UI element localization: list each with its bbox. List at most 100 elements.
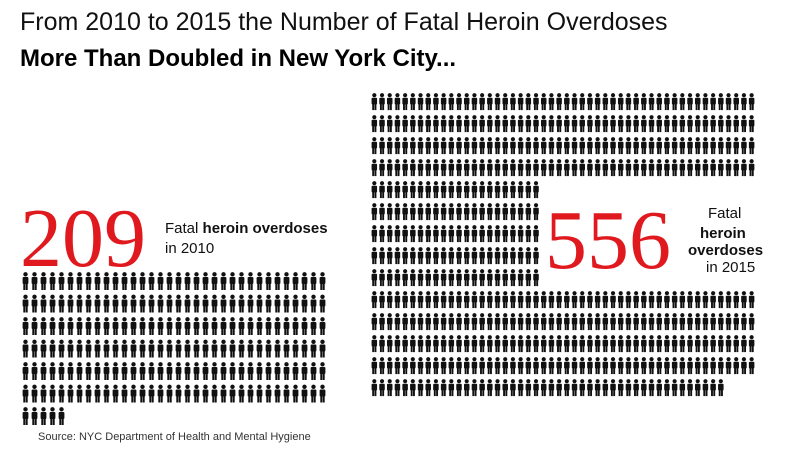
person-icon [471,93,478,111]
person-icon [602,137,609,155]
person-icon [456,269,462,287]
person-icon [112,294,119,313]
person-icon [402,225,408,243]
person-icon [656,357,662,375]
person-icon [479,203,485,221]
person-icon [256,317,263,335]
person-icon [556,93,562,111]
person-icon [157,362,164,380]
person-icon [103,294,110,313]
person-icon [425,291,431,309]
person-icon [725,357,732,375]
person-icon [410,357,416,375]
person-icon [121,384,128,403]
source: Source: NYC Department of Health and Men… [38,431,311,443]
person-icon [748,115,755,133]
person-icon [448,269,455,287]
person-icon [67,272,74,290]
person-icon [525,225,532,243]
person-icon [58,339,65,358]
person-icon [694,379,701,397]
person-icon [85,339,92,358]
person-icon [410,203,416,221]
person-icon [175,384,182,403]
person-icon [525,291,532,309]
person-icon [533,313,539,331]
person-icon [510,247,516,265]
person-icon [394,137,401,155]
person-icon [510,203,516,221]
person-icon [733,313,739,331]
person-icon [525,181,532,199]
person-icon [386,159,393,177]
person-icon [440,225,447,243]
person-icon [425,115,431,133]
person-icon [386,357,393,375]
person-icon [517,379,524,397]
person-icon [656,313,662,331]
person-icon [687,137,693,155]
person-icon [425,93,431,111]
person-icon [656,379,662,397]
person-icon [687,115,693,133]
person-icon [494,291,501,309]
person-icon [679,137,686,155]
person-icon [394,313,401,331]
person-icon [379,181,385,199]
person-icon [31,294,38,313]
person-icon [371,115,378,133]
person-icon [433,225,439,243]
person-icon [456,181,462,199]
person-icon [587,335,593,353]
person-icon [410,225,416,243]
person-icon [502,115,508,133]
person-icon [265,384,272,403]
person-icon [448,181,455,199]
person-icon [710,159,716,177]
person-icon [494,225,501,243]
person-icon [166,294,173,313]
person-icon [456,115,462,133]
person-icon [564,159,570,177]
person-icon [479,269,485,287]
person-icon [410,159,416,177]
person-icon [184,384,191,403]
person-icon [157,294,164,313]
person-icon [31,384,38,403]
person-icon [67,294,74,313]
person-icon [625,137,632,155]
person-icon [148,362,155,380]
person-icon [571,159,578,177]
person-icon [58,294,65,313]
person-icon [139,294,146,313]
person-icon [463,137,470,155]
person-icon [540,159,547,177]
person-icon [425,379,431,397]
person-icon [525,93,532,111]
person-icon [510,159,516,177]
person-icon [679,379,686,397]
person-icon [229,272,236,290]
person-icon [487,291,493,309]
person-icon [463,379,470,397]
person-icon [394,335,401,353]
person-icon [502,247,508,265]
person-icon [625,313,632,331]
person-icon [49,384,56,403]
person-icon [471,115,478,133]
person-icon [633,357,639,375]
person-icon [602,335,609,353]
person-icon [525,203,532,221]
person-icon [58,362,65,380]
person-icon [463,335,470,353]
person-icon [440,115,447,133]
person-icon [702,137,709,155]
person-icon [130,272,137,290]
person-icon [479,115,485,133]
person-icon [292,384,299,403]
person-icon [733,335,739,353]
person-icon [425,137,431,155]
person-icon [525,335,532,353]
person-icon [525,269,532,287]
person-icon [139,339,146,358]
